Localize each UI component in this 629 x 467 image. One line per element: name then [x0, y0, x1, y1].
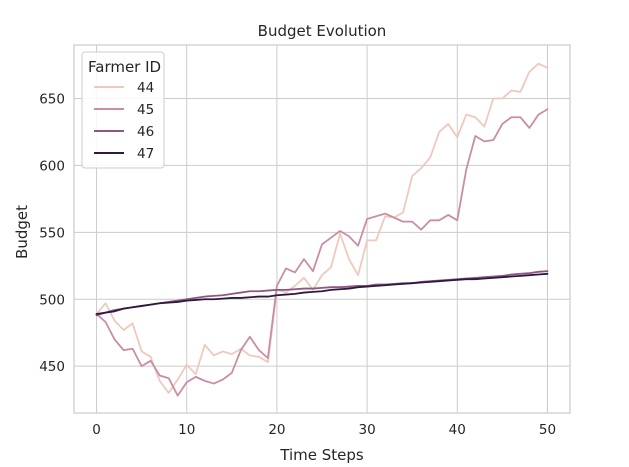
series-line-45 — [95, 108, 549, 397]
x-tick-label: 30 — [358, 422, 375, 438]
y-tick-labels: 450 500 550 600 650 — [39, 92, 65, 376]
x-tick-label: 50 — [539, 422, 556, 438]
legend-title: Farmer ID — [88, 58, 161, 76]
y-tick-label: 500 — [39, 292, 65, 308]
legend-items: 44 45 46 47 — [94, 80, 154, 162]
legend-label: 44 — [137, 80, 154, 96]
legend-item-44: 44 — [94, 80, 154, 96]
legend-item-45: 45 — [94, 102, 154, 118]
grid-lines — [74, 45, 570, 413]
legend-label: 46 — [137, 124, 154, 140]
x-tick-labels: 0 10 20 30 40 50 — [92, 422, 556, 438]
x-axis-label: Time Steps — [279, 446, 364, 464]
y-tick-label: 600 — [39, 158, 65, 174]
series-lines — [95, 62, 549, 397]
y-axis-label: Budget — [13, 205, 31, 259]
y-tick-label: 450 — [39, 359, 65, 375]
x-tick-label: 20 — [268, 422, 285, 438]
legend: Farmer ID 44 45 46 47 — [81, 51, 165, 169]
x-tick-label: 40 — [449, 422, 466, 438]
legend-item-47: 47 — [94, 146, 154, 162]
plot-frame — [73, 44, 571, 414]
legend-item-46: 46 — [94, 124, 154, 140]
chart-title: Budget Evolution — [258, 22, 387, 40]
series-line-47 — [95, 272, 549, 315]
x-tick-label: 10 — [178, 422, 195, 438]
y-tick-label: 550 — [39, 225, 65, 241]
y-tick-label: 650 — [39, 92, 65, 108]
legend-label: 45 — [137, 102, 154, 118]
x-tick-label: 0 — [92, 422, 101, 438]
legend-label: 47 — [137, 146, 154, 162]
series-line-44 — [95, 62, 549, 394]
